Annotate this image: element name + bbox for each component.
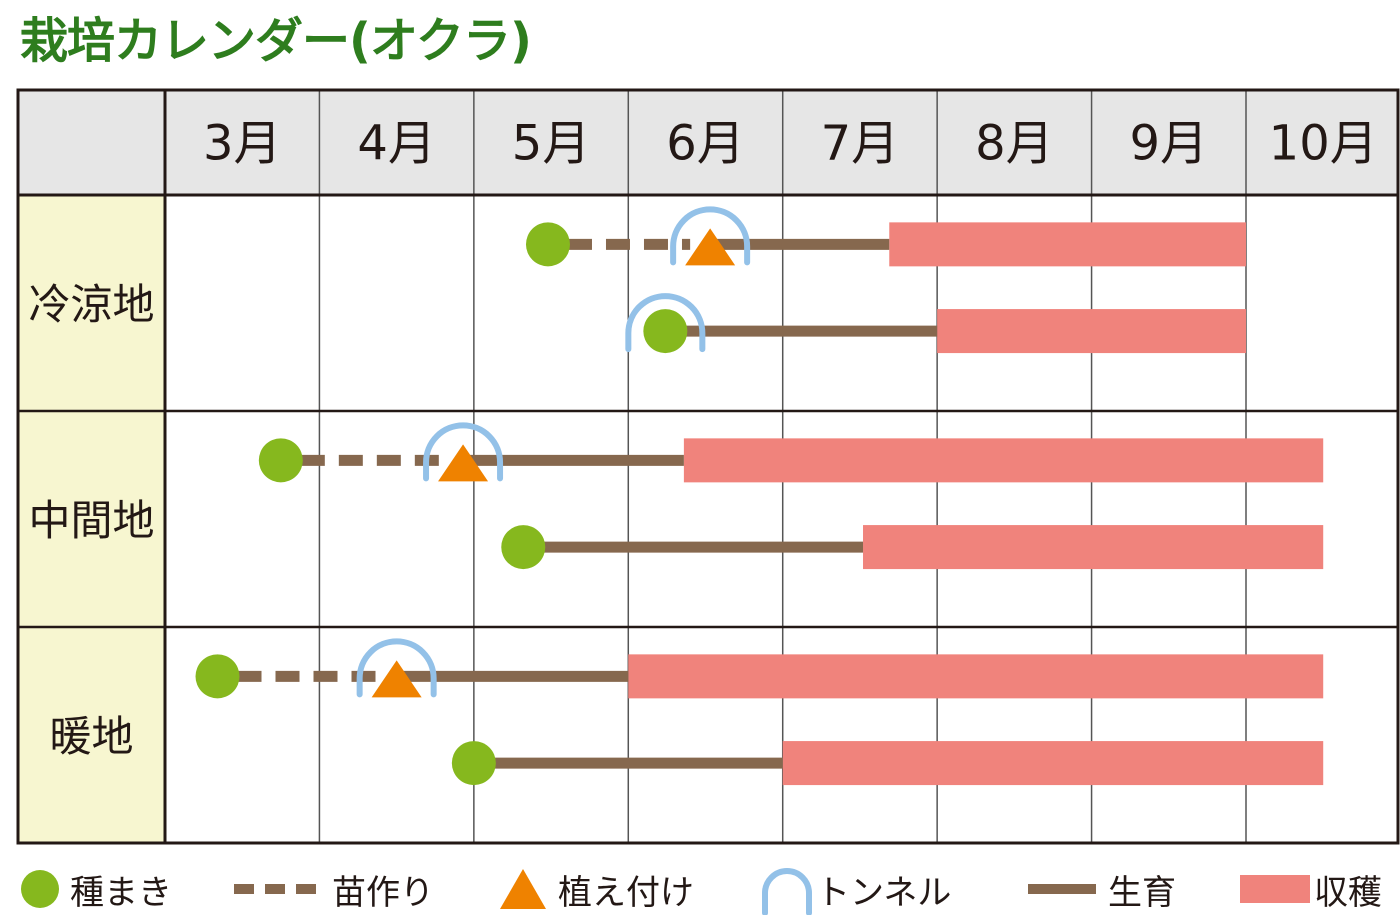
legend: 種まき 苗作り 植え付け トンネル 生育 収穫 bbox=[0, 860, 1400, 918]
month-label: 4月 bbox=[357, 116, 436, 172]
region-column bbox=[18, 195, 165, 843]
seeding-circle-icon bbox=[195, 654, 240, 699]
tunnel-arch-icon bbox=[625, 293, 706, 353]
seeding-circle-icon bbox=[643, 309, 688, 354]
month-label: 8月 bbox=[975, 116, 1054, 172]
legend-label: 生育 bbox=[1108, 872, 1176, 913]
tunnel-arch-icon bbox=[670, 206, 751, 266]
legend-harvest: 収穫 bbox=[1240, 860, 1382, 918]
harvest-bar bbox=[628, 654, 1324, 699]
harvest-bar bbox=[863, 525, 1324, 570]
harvest-bar bbox=[937, 309, 1246, 354]
planting-triangle-icon bbox=[500, 869, 546, 909]
seeding-circle-icon bbox=[525, 222, 570, 267]
planting-triangle-icon bbox=[371, 660, 422, 698]
tunnel-arch-icon bbox=[423, 422, 504, 482]
month-label: 5月 bbox=[512, 116, 591, 172]
month-header: 3月 4月 5月 6月 7月 8月 9月 10月 bbox=[203, 116, 1378, 172]
outer-border bbox=[16, 88, 1400, 845]
schedule-row bbox=[195, 638, 1324, 699]
legend-seedling: 苗作り bbox=[232, 860, 434, 918]
month-label: 3月 bbox=[203, 116, 282, 172]
legend-label: 植え付け bbox=[558, 872, 694, 913]
legend-label: 種まき bbox=[70, 872, 172, 913]
schedule-bars bbox=[195, 206, 1324, 786]
legend-growth: 生育 bbox=[1028, 860, 1176, 918]
month-label: 10月 bbox=[1269, 116, 1378, 172]
seedling-dashed-line-icon bbox=[234, 884, 320, 894]
seeding-circle-icon bbox=[21, 870, 59, 908]
schedule-row bbox=[258, 422, 1324, 483]
month-label: 6月 bbox=[666, 116, 745, 172]
growth-line-icon bbox=[1028, 884, 1096, 894]
tunnel-arch-icon bbox=[356, 638, 437, 698]
seeding-circle-icon bbox=[501, 525, 546, 570]
legend-label: トンネル bbox=[816, 872, 952, 913]
month-label: 7月 bbox=[821, 116, 900, 172]
legend-planting: 植え付け bbox=[498, 860, 694, 918]
harvest-bar bbox=[782, 741, 1324, 786]
legend-seeding: 種まき bbox=[20, 860, 172, 918]
harvest-bar bbox=[683, 438, 1324, 483]
region-label: 中間地 bbox=[28, 496, 154, 545]
tunnel-arch-icon bbox=[762, 868, 812, 915]
legend-tunnel: トンネル bbox=[760, 860, 951, 918]
legend-label: 収穫 bbox=[1314, 872, 1382, 913]
region-label: 暖地 bbox=[49, 712, 133, 761]
harvest-bar bbox=[889, 222, 1246, 267]
header-row bbox=[18, 90, 1398, 195]
schedule-row bbox=[451, 741, 1324, 786]
schedule-row bbox=[501, 525, 1324, 570]
grid-background bbox=[18, 90, 1398, 843]
planting-triangle-icon bbox=[438, 444, 489, 482]
schedule-row bbox=[625, 293, 1246, 354]
harvest-bar-icon bbox=[1240, 875, 1310, 903]
seeding-circle-icon bbox=[451, 741, 496, 786]
schedule-row bbox=[525, 206, 1246, 267]
month-label: 9月 bbox=[1130, 116, 1209, 172]
legend-label: 苗作り bbox=[332, 872, 434, 913]
region-label: 冷涼地 bbox=[28, 280, 154, 329]
planting-triangle-icon bbox=[685, 228, 736, 266]
seeding-circle-icon bbox=[258, 438, 303, 483]
page-title: 栽培カレンダー(オクラ) bbox=[20, 13, 532, 69]
